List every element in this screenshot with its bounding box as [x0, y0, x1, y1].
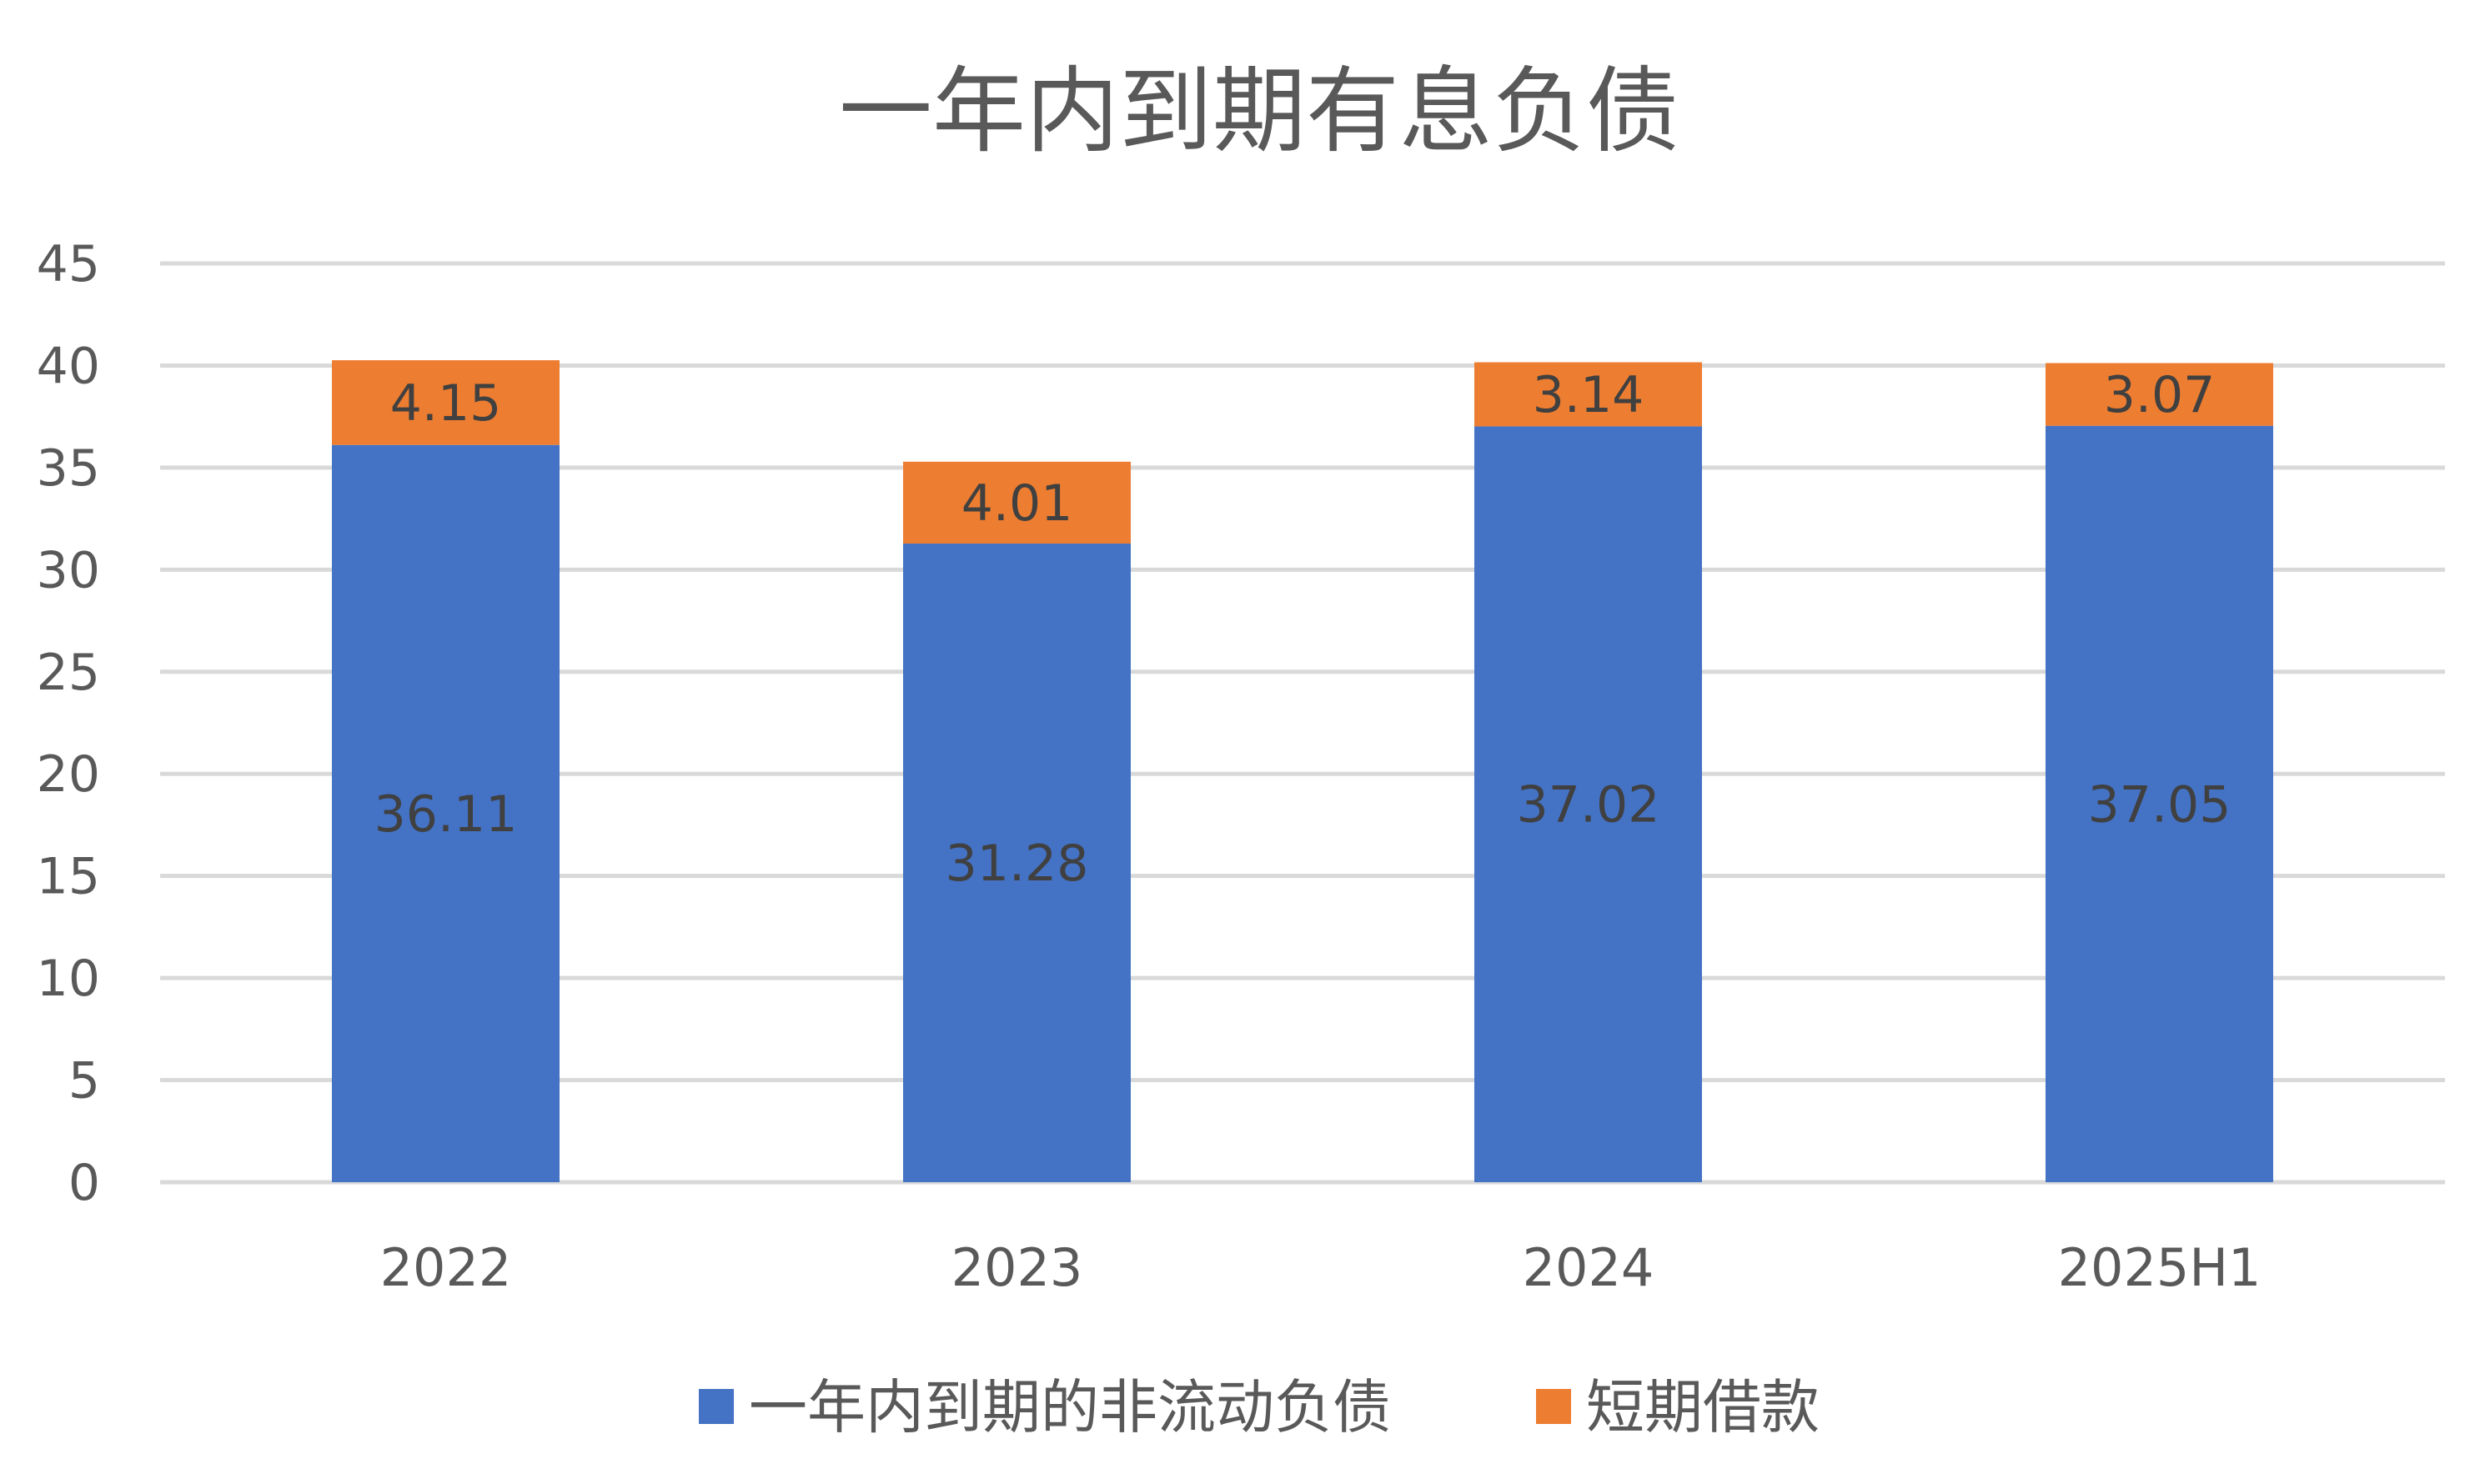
legend-label: 短期借款 — [1586, 1373, 1820, 1441]
y-tick-label: 10 — [37, 950, 100, 1008]
x-axis: 2022 2023 2024 2025H1 — [380, 1237, 2262, 1298]
bar-segment — [332, 360, 560, 445]
data-label: 37.02 — [1517, 776, 1660, 835]
x-tick-label: 2022 — [380, 1237, 512, 1298]
bar-segment — [903, 461, 1131, 544]
y-tick-label: 25 — [37, 644, 100, 702]
y-tick-label: 20 — [37, 745, 100, 804]
y-tick-label: 5 — [68, 1052, 100, 1110]
legend-swatch — [699, 1389, 734, 1424]
legend: 一年内到期的非流动负债 短期借款 — [699, 1373, 1820, 1441]
data-label: 31.28 — [946, 835, 1089, 893]
bars: 36.11 4.15 31.28 4.01 37.02 3.14 37.05 3.07 — [332, 360, 2273, 1183]
y-tick-label: 0 — [68, 1154, 100, 1212]
y-tick-label: 30 — [37, 541, 100, 599]
bar-segment — [2046, 363, 2273, 426]
chart-title: 一年内到期有息负债 — [839, 58, 1679, 166]
bar-segment — [332, 444, 560, 1182]
bar-segment — [1474, 362, 1702, 427]
y-tick-label: 15 — [37, 848, 100, 906]
data-label: 3.14 — [1533, 366, 1644, 424]
bar-segment — [1474, 426, 1702, 1182]
legend-swatch — [1536, 1389, 1571, 1424]
bar-segment — [903, 543, 1131, 1182]
data-label: 4.15 — [390, 374, 502, 433]
y-tick-label: 40 — [37, 337, 100, 395]
x-tick-label: 2025H1 — [2058, 1237, 2262, 1298]
x-tick-label: 2024 — [1523, 1237, 1654, 1298]
legend-label: 一年内到期的非流动负债 — [749, 1373, 1391, 1441]
y-tick-label: 35 — [37, 439, 100, 498]
data-label: 37.05 — [2088, 775, 2231, 834]
y-tick-label: 45 — [37, 235, 100, 293]
data-label: 36.11 — [374, 785, 518, 844]
data-label: 4.01 — [961, 474, 1073, 533]
data-label: 3.07 — [2104, 366, 2216, 424]
x-tick-label: 2023 — [951, 1237, 1083, 1298]
bar-segment — [2046, 425, 2273, 1183]
y-axis: 0 5 10 15 20 25 30 35 40 45 — [37, 235, 100, 1212]
